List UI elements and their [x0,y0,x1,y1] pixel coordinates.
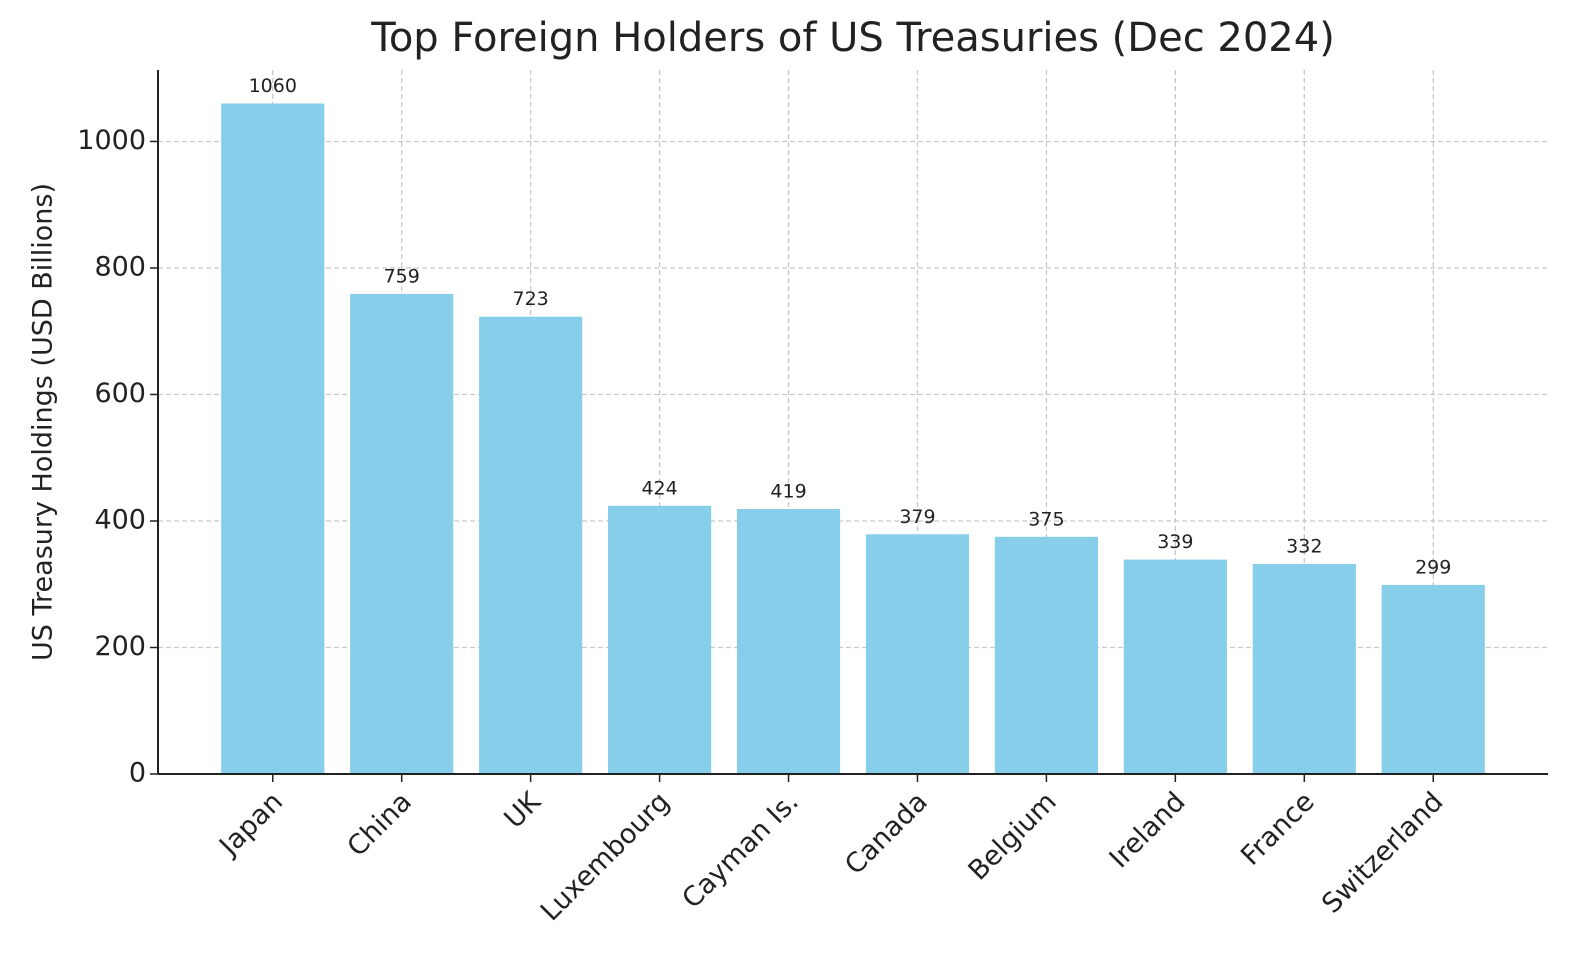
y-axis-label: US Treasury Holdings (USD Billions) [28,183,59,661]
bar [1123,559,1227,774]
x-tick-label: China [341,786,417,862]
value-label: 332 [1286,536,1322,558]
bar [865,534,970,774]
x-tick-label: Switzerland [1316,786,1449,919]
x-tick-label: UK [498,785,547,834]
x-tick-label: Belgium [962,786,1062,886]
value-label: 424 [641,477,677,499]
bar [1252,564,1356,774]
value-label: 759 [384,265,420,287]
bar [994,536,1098,774]
x-tick-label: Ireland [1104,786,1192,874]
bar [350,293,454,774]
value-label: 299 [1415,556,1451,578]
y-tick-label: 600 [94,378,146,409]
x-tick-label: France [1235,786,1320,871]
y-tick-label: 800 [94,251,146,282]
value-label: 379 [899,506,935,528]
x-tick-label: Canada [839,786,934,881]
value-label: 339 [1157,531,1193,553]
bar [1381,584,1485,774]
x-tick-label: Cayman Is. [676,786,804,914]
bar [221,103,325,775]
y-tick-label: 1000 [77,125,146,156]
value-label: 375 [1028,508,1064,530]
bar [479,316,583,774]
bar [736,508,841,774]
value-label: 419 [770,480,806,502]
value-label: 1060 [249,75,297,97]
y-tick-label: 200 [94,631,146,662]
bar [608,505,712,774]
chart-title: Top Foreign Holders of US Treasuries (De… [370,15,1335,61]
x-tick-label: Luxembourg [535,786,676,927]
value-label: 723 [513,288,549,310]
y-tick-label: 0 [129,758,146,789]
y-tick-label: 400 [94,504,146,535]
x-tick-label: Japan [212,786,289,863]
